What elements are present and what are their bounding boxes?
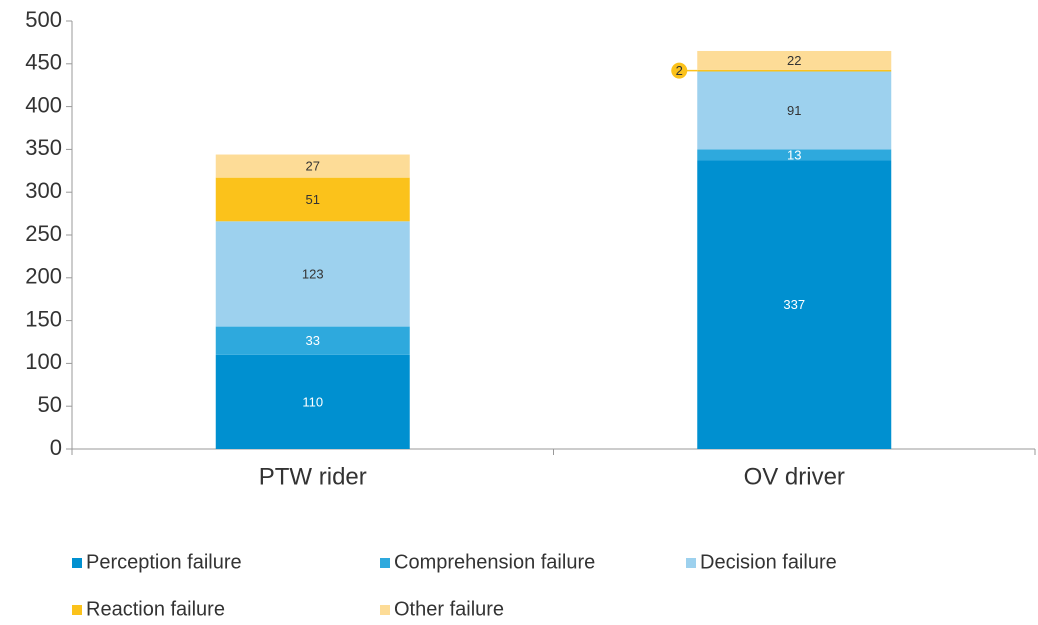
legend-swatch [380, 558, 390, 568]
y-tick-label: 0 [50, 435, 62, 460]
x-tick-label: OV driver [744, 463, 845, 490]
legend-label: Comprehension failure [394, 551, 595, 573]
bar-segment [697, 149, 892, 161]
data-label: 337 [783, 297, 805, 312]
legend-label: Decision failure [700, 551, 837, 573]
y-tick-label: 350 [25, 135, 62, 160]
y-tick-label: 400 [25, 92, 62, 117]
data-label: 110 [302, 394, 323, 409]
data-label: 22 [787, 53, 801, 68]
data-label: 91 [787, 103, 801, 118]
legend-label: Other failure [394, 598, 504, 620]
data-label: 2 [676, 63, 683, 78]
y-tick-label: 100 [25, 349, 62, 374]
legend-label: Perception failure [86, 551, 242, 573]
data-label: 13 [787, 147, 801, 162]
x-tick-label: PTW rider [259, 463, 367, 490]
y-tick-label: 300 [25, 178, 62, 203]
data-label: 51 [306, 192, 320, 207]
bar-segment [697, 50, 892, 70]
legend-swatch [380, 605, 390, 615]
bar-segment [215, 221, 410, 327]
bar-segment [215, 154, 410, 178]
callout-circle [671, 62, 688, 79]
legend-swatch [72, 558, 82, 568]
data-label: 27 [306, 159, 320, 174]
y-tick-label: 50 [38, 392, 62, 417]
bar-segment [215, 177, 410, 222]
y-tick-label: 250 [25, 221, 62, 246]
bar-segment [697, 69, 892, 72]
legend-swatch [686, 558, 696, 568]
legend-label: Reaction failure [86, 598, 225, 620]
bar-segment [697, 71, 892, 150]
y-tick-label: 200 [25, 264, 62, 289]
bar-segment [697, 160, 892, 449]
bar-segment [215, 354, 410, 449]
y-tick-label: 450 [25, 50, 62, 75]
y-tick-label: 500 [25, 7, 62, 32]
y-tick-label: 150 [25, 306, 62, 331]
bar-segment [215, 326, 410, 355]
data-label: 33 [306, 333, 320, 348]
data-label: 123 [302, 266, 324, 281]
legend-swatch [72, 605, 82, 615]
